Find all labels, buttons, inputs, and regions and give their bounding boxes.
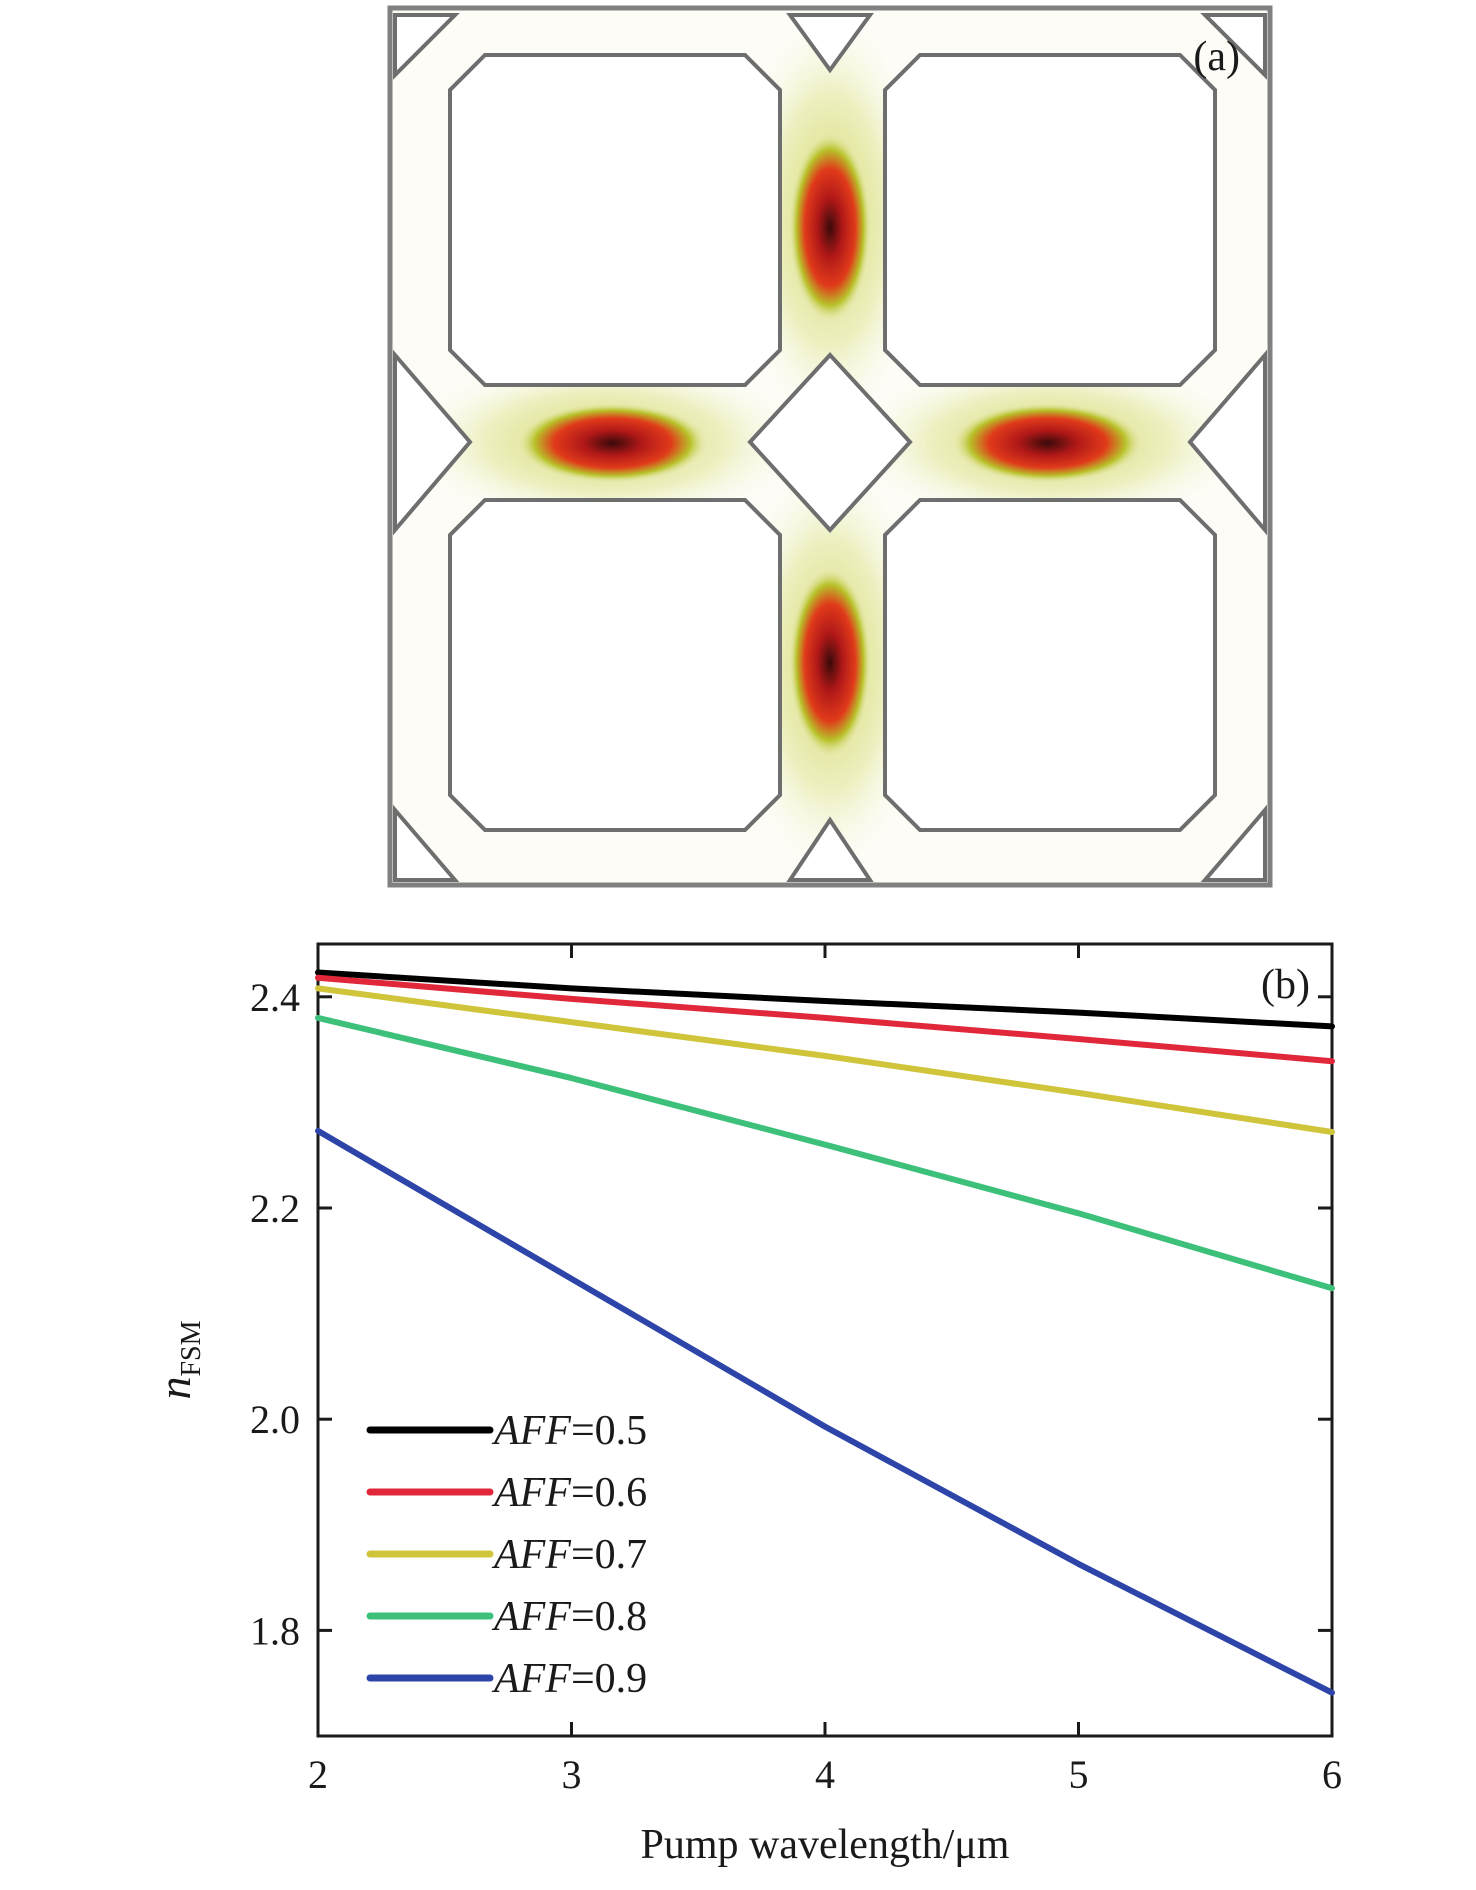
legend-label-italic: AFF (491, 1656, 571, 1702)
x-tick-label: 6 (1322, 1752, 1342, 1797)
panel-a-label: (a) (1193, 34, 1240, 80)
y-tick-label: 2.4 (250, 975, 300, 1020)
x-axis-title: Pump wavelength/μm (641, 1822, 1010, 1868)
plot-frame (316, 942, 1334, 1738)
legend-label-value: =0.5 (571, 1408, 647, 1454)
octagon-holes (393, 13, 1267, 882)
y-tick-label: 1.8 (250, 1608, 300, 1653)
legend-label-italic: AFF (491, 1470, 571, 1516)
panel-b-label: (b) (1261, 962, 1310, 1008)
x-tick-label: 5 (1069, 1752, 1089, 1797)
series-line-3 (315, 985, 1335, 1135)
field-distribution-image: (a) (387, 5, 1273, 888)
legend-label-value: =0.7 (571, 1532, 647, 1578)
legend-label-3: AFF=0.7 (491, 1532, 647, 1578)
legend-label-5: AFF=0.9 (491, 1656, 647, 1702)
legend-label-value: =0.8 (571, 1594, 647, 1640)
legend-label-2: AFF=0.6 (491, 1470, 647, 1516)
legend-label-value: =0.6 (571, 1470, 647, 1516)
series-line-1 (315, 969, 1335, 1030)
legend-label-italic: AFF (491, 1408, 571, 1454)
legend-label-value: =0.9 (571, 1656, 647, 1702)
series-line-2 (315, 974, 1335, 1065)
series-line-5 (315, 1127, 1335, 1696)
legend-label-4: AFF=0.8 (491, 1594, 647, 1640)
y-axis-title-sub: FSM (176, 1320, 207, 1376)
legend-label-italic: AFF (491, 1594, 571, 1640)
ticks-layer: 2 3 4 5 6 1.8 2.0 2.2 2.4 (250, 944, 1342, 1797)
legend-label-1: AFF=0.5 (491, 1408, 647, 1454)
y-tick-label: 2.2 (250, 1186, 300, 1231)
x-tick-label: 2 (308, 1752, 328, 1797)
mode-lobes (515, 130, 1145, 760)
x-tick-label: 3 (562, 1752, 582, 1797)
series-layer (315, 969, 1335, 1696)
series-line-4 (315, 1014, 1335, 1292)
legend-label-italic: AFF (491, 1532, 571, 1578)
y-axis-title-main: n (149, 1377, 200, 1400)
x-tick-label: 4 (815, 1752, 835, 1797)
plot-area-border (316, 942, 1334, 1738)
y-tick-label: 2.0 (250, 1397, 300, 1442)
y-axis-title: nFSM (149, 1320, 207, 1399)
